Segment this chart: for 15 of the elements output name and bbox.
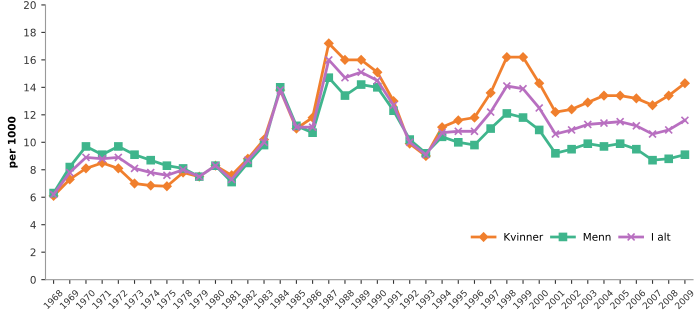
y-tick-label: 12	[24, 111, 36, 119]
y-tick-label: 18	[24, 28, 36, 37]
y-axis-title: per 1000	[8, 116, 18, 168]
legend-label: Kvinner	[504, 232, 544, 241]
y-tick-label: 16	[24, 56, 36, 64]
y-tick-label: 0	[30, 276, 36, 284]
y-tick-label: 14	[24, 84, 36, 92]
y-tick-label: 6	[30, 193, 36, 202]
y-tick-label: 10	[24, 138, 36, 146]
y-tick-label: 8	[30, 166, 36, 174]
y-tick-label: 20	[24, 1, 36, 10]
legend-label: I alt	[652, 232, 670, 241]
y-tick-label: 4	[30, 221, 36, 229]
y-tick-label: 2	[30, 248, 36, 256]
legend-label: Menn	[584, 233, 610, 241]
